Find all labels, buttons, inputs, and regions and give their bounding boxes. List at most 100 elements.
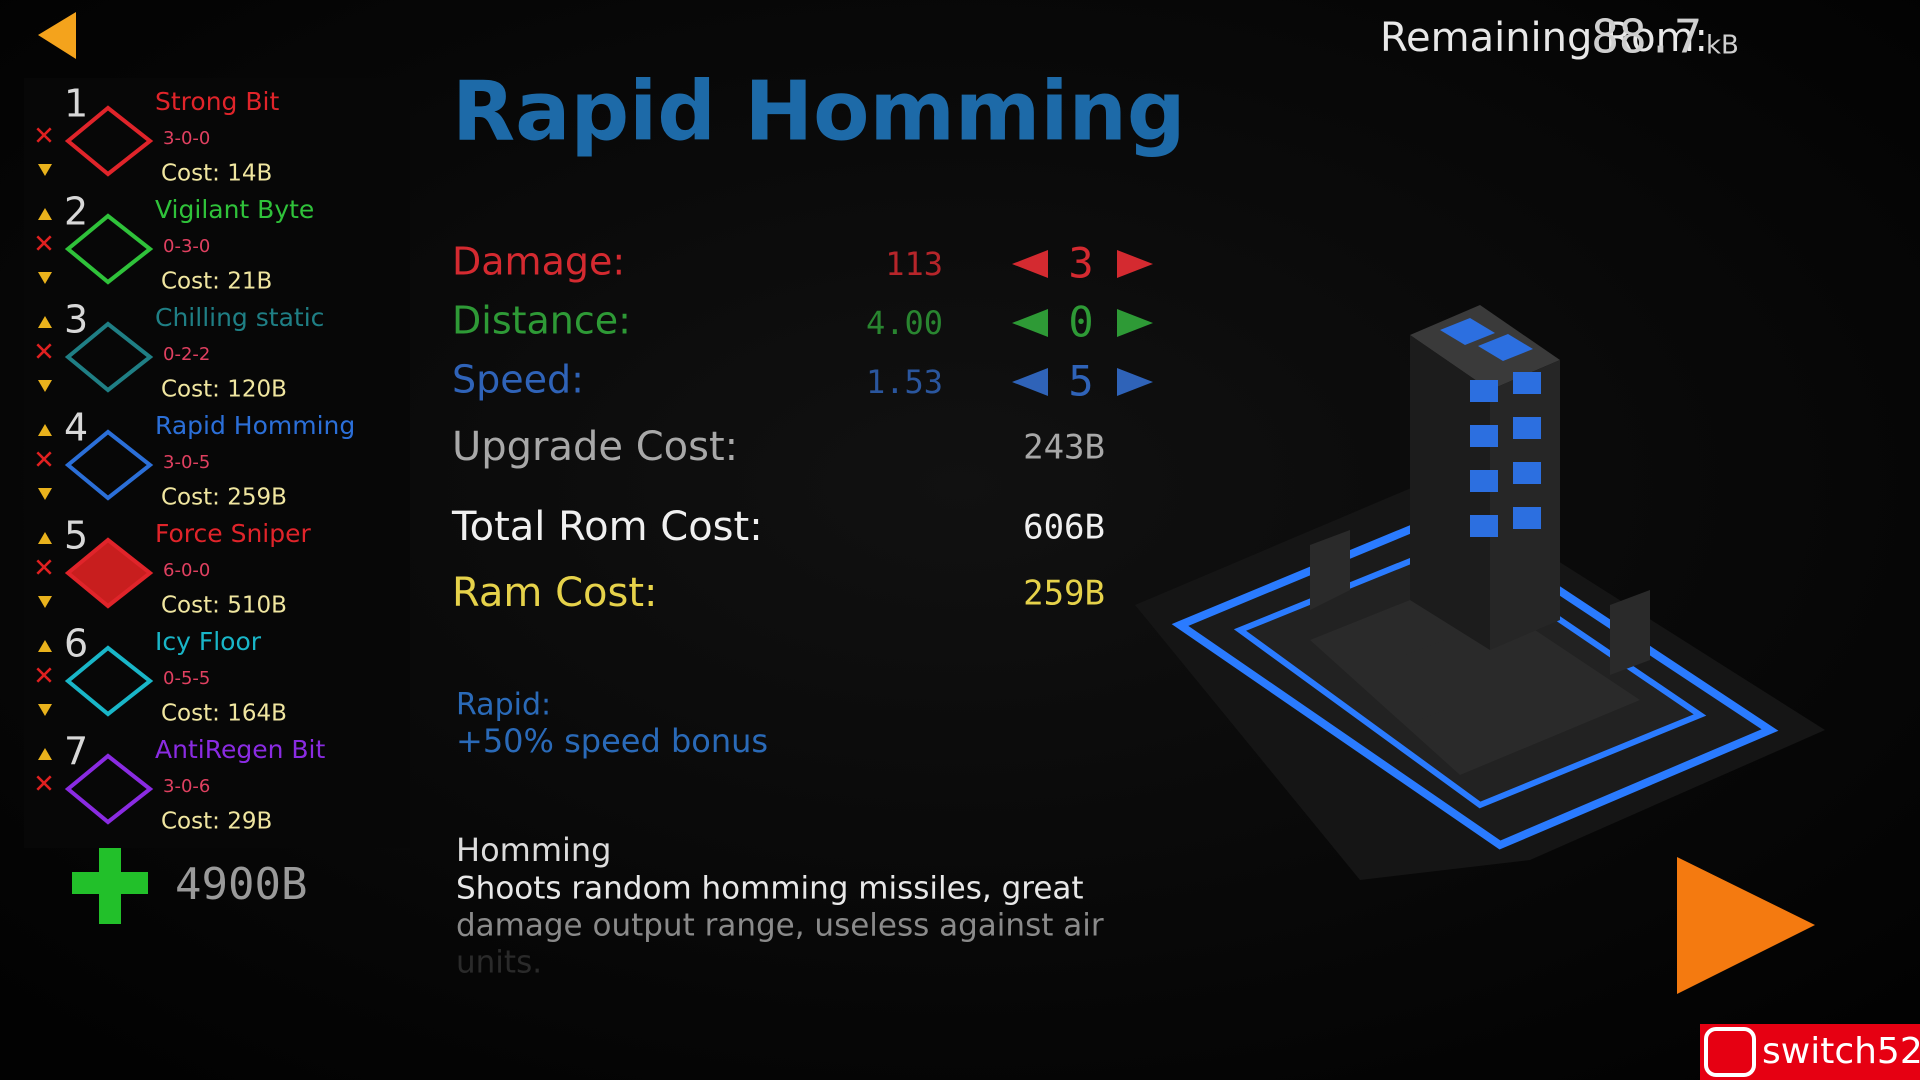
watermark-logo (1704, 1027, 1756, 1077)
stat-label: Speed: (452, 358, 584, 402)
item-cost: Cost: 259B (161, 485, 287, 511)
item-icon (64, 753, 154, 825)
play-button[interactable] (1677, 857, 1815, 994)
item-stats: 0-2-2 (163, 344, 210, 365)
item-icon (64, 321, 154, 393)
tower-list-item[interactable]: 5 Force Sniper 6-0-0 Cost: 510B ✕ (33, 514, 311, 619)
item-name: Icy Floor (155, 627, 262, 656)
item-number: 5 (64, 514, 88, 558)
item-icon (64, 645, 154, 717)
cost-value: 259B (1023, 574, 1105, 614)
tower-list-item[interactable]: 7 AntiRegen Bit 3-0-6 Cost: 29B ✕ (33, 730, 325, 835)
move-up-button[interactable] (38, 424, 52, 436)
budget: 4900B (175, 859, 307, 910)
item-stats: 3-0-6 (163, 776, 210, 797)
remove-button[interactable]: ✕ (33, 338, 55, 368)
tower-list-item[interactable]: 3 Chilling static 0-2-2 Cost: 120B ✕ (33, 298, 324, 403)
decrease-button[interactable] (1012, 309, 1048, 337)
cost-label: Total Rom Cost: (451, 504, 763, 550)
move-down-button[interactable] (38, 704, 52, 716)
item-name: Force Sniper (155, 519, 311, 548)
tower-list-item[interactable]: 2 Vigilant Byte 0-3-0 Cost: 21B ✕ (33, 190, 314, 295)
tower-list-item[interactable]: 4 Rapid Homming 3-0-5 Cost: 259B ✕ (33, 406, 355, 511)
move-up-button[interactable] (38, 748, 52, 760)
remove-button[interactable]: ✕ (33, 122, 55, 152)
item-number: 7 (64, 730, 88, 774)
remaining-unit: kB (1706, 31, 1739, 61)
item-cost: Cost: 120B (161, 377, 287, 403)
remove-button[interactable]: ✕ (33, 230, 55, 260)
item-stats: 3-0-5 (163, 452, 210, 473)
description-line: damage output range, useless against air (456, 908, 1104, 944)
tower-list-panel (24, 78, 410, 848)
add-button[interactable] (72, 848, 148, 924)
remove-button[interactable]: ✕ (33, 554, 55, 584)
stat-label: Damage: (452, 240, 625, 284)
item-stats: 0-5-5 (163, 668, 210, 689)
item-name: AntiRegen Bit (155, 735, 325, 764)
move-up-button[interactable] (38, 208, 52, 220)
move-up-button[interactable] (38, 640, 52, 652)
stat-value: 1.53 (866, 363, 943, 401)
increase-button[interactable] (1117, 368, 1153, 396)
item-cost: Cost: 14B (161, 161, 272, 187)
item-name: Strong Bit (155, 87, 279, 116)
cost-value: 606B (1023, 508, 1105, 548)
cost-label: Ram Cost: (452, 570, 658, 616)
item-number: 4 (64, 406, 88, 450)
item-name: Rapid Homming (155, 411, 355, 440)
move-down-button[interactable] (38, 164, 52, 176)
move-down-button[interactable] (38, 380, 52, 392)
tower-list-item[interactable]: 1 Strong Bit 3-0-0 Cost: 14B ✕ (33, 82, 279, 187)
item-number: 6 (64, 622, 88, 666)
move-up-button[interactable] (38, 532, 52, 544)
item-cost: Cost: 29B (161, 809, 272, 835)
cost-label: Upgrade Cost: (452, 424, 738, 470)
decrease-button[interactable] (1012, 368, 1048, 396)
cost-value: 243B (1023, 428, 1105, 468)
description-line: units. (456, 945, 542, 981)
item-name: Vigilant Byte (155, 195, 314, 224)
move-down-button[interactable] (38, 488, 52, 500)
item-icon (64, 105, 154, 177)
move-down-button[interactable] (38, 596, 52, 608)
back-button[interactable] (38, 12, 76, 59)
plus-vertical (99, 848, 121, 924)
tower-model (1135, 305, 1825, 880)
watermark: switch520 (1762, 1031, 1920, 1072)
item-cost: Cost: 164B (161, 701, 287, 727)
item-stats: 0-3-0 (163, 236, 210, 257)
stat-level: 5 (1068, 357, 1093, 406)
stat-value: 4.00 (866, 304, 943, 342)
detail-title: Rapid Homming (452, 64, 1186, 159)
move-up-button[interactable] (38, 316, 52, 328)
item-cost: Cost: 21B (161, 269, 272, 295)
stat-value: 113 (885, 245, 943, 283)
increase-button[interactable] (1117, 250, 1153, 278)
tower-list-item[interactable]: 6 Icy Floor 0-5-5 Cost: 164B ✕ (33, 622, 287, 727)
increase-button[interactable] (1117, 309, 1153, 337)
description-line: Shoots random homming missiles, great (456, 871, 1084, 907)
description-title: Homming (456, 831, 611, 869)
item-icon (64, 537, 154, 609)
stat-level: 0 (1068, 298, 1093, 347)
item-icon (64, 213, 154, 285)
item-icon (64, 429, 154, 501)
item-name: Chilling static (155, 303, 324, 332)
watermark-box (1700, 1024, 1920, 1080)
remaining-rom: Remaining Rom:88.7 kB (1380, 10, 1739, 64)
stat-label: Distance: (452, 299, 631, 343)
remove-button[interactable]: ✕ (33, 662, 55, 692)
remaining-label: Remaining Rom: (1380, 15, 1708, 61)
move-down-button[interactable] (38, 272, 52, 284)
bonus-text: +50% speed bonus (456, 722, 768, 760)
decrease-button[interactable] (1012, 250, 1048, 278)
remaining-value: 88.7 (1591, 10, 1702, 64)
remove-button[interactable]: ✕ (33, 446, 55, 476)
item-number: 1 (64, 82, 88, 126)
stat-level: 3 (1068, 239, 1093, 288)
item-stats: 3-0-0 (163, 128, 210, 149)
remove-button[interactable]: ✕ (33, 770, 55, 800)
